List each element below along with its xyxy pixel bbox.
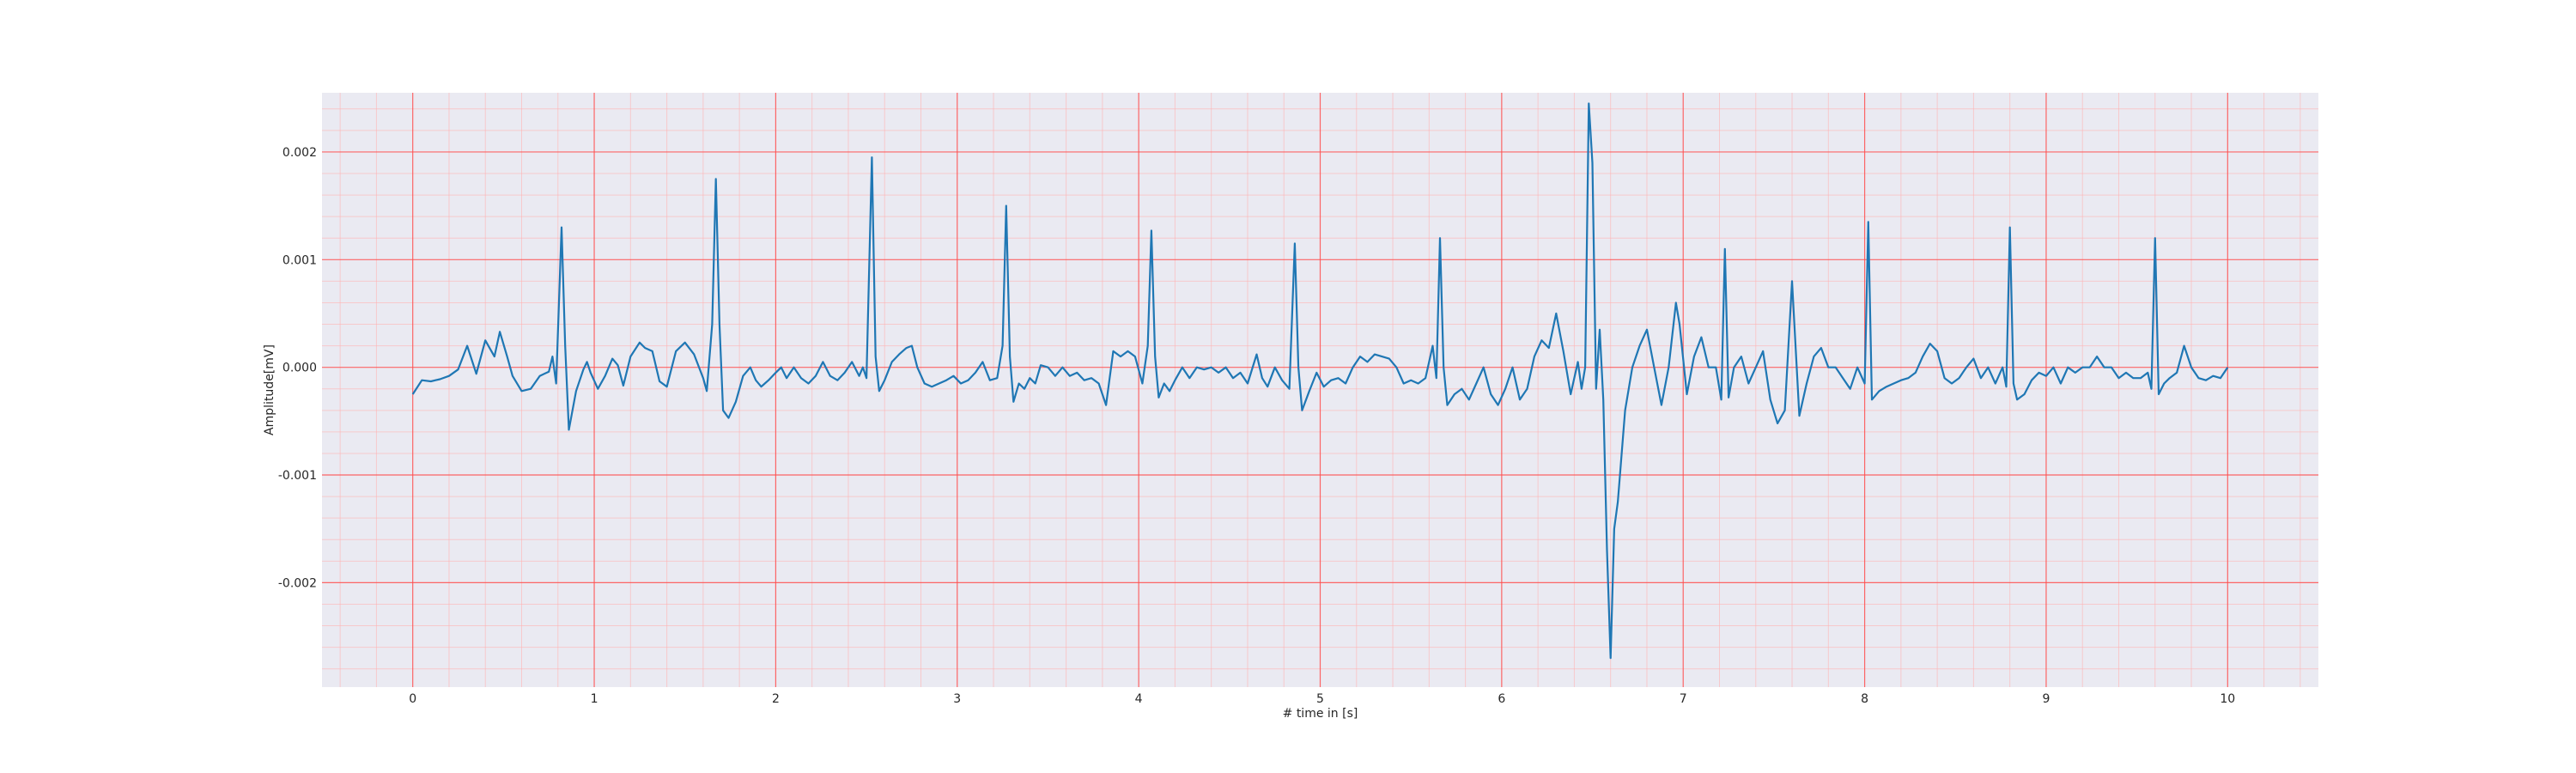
y-tick-label: -0.001 bbox=[278, 469, 317, 483]
x-tick-label: 4 bbox=[1135, 692, 1143, 706]
x-tick-label: 5 bbox=[1316, 692, 1324, 706]
major-grid bbox=[322, 93, 2318, 687]
x-tick-label: 10 bbox=[2220, 692, 2235, 706]
x-tick-labels: 0 1 2 3 4 5 6 7 8 9 10 bbox=[409, 692, 2235, 706]
y-axis-label: Amplitude[mV] bbox=[263, 344, 276, 435]
x-tick-label: 6 bbox=[1498, 692, 1505, 706]
x-tick-label: 7 bbox=[1680, 692, 1687, 706]
x-axis-label: # time in [s] bbox=[1283, 707, 1358, 721]
x-tick-label: 8 bbox=[1861, 692, 1868, 706]
y-tick-label: 0.000 bbox=[283, 362, 317, 375]
y-tick-label: -0.002 bbox=[278, 576, 317, 590]
x-tick-label: 0 bbox=[409, 692, 416, 706]
y-tick-labels: -0.002 -0.001 0.000 0.001 0.002 bbox=[278, 146, 317, 590]
x-tick-label: 9 bbox=[2042, 692, 2050, 706]
x-tick-label: 2 bbox=[772, 692, 780, 706]
signal-line bbox=[411, 102, 2229, 660]
y-tick-label: 0.002 bbox=[283, 146, 317, 160]
x-tick-label: 3 bbox=[953, 692, 961, 706]
x-tick-label: 1 bbox=[591, 692, 598, 706]
y-tick-label: 0.001 bbox=[283, 253, 317, 267]
